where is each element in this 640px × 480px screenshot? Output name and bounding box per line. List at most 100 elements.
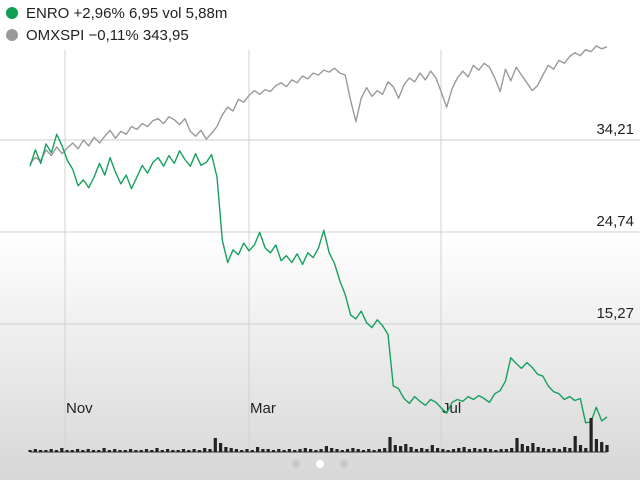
chart-lower-background [0, 232, 640, 480]
series-line-omxspi [29, 45, 608, 164]
volume-bar [520, 444, 524, 452]
volume-bar [541, 448, 546, 452]
volume-bar [134, 450, 138, 452]
volume-bar [584, 448, 588, 452]
volume-bar [277, 449, 281, 452]
volume-bar [250, 450, 254, 452]
volume-bar [118, 450, 122, 452]
volume-bar [399, 446, 403, 452]
x-tick-label: Mar [250, 400, 276, 417]
volume-bar [340, 450, 344, 452]
y-axis-labels: 34,21 24,74 15,27 [596, 121, 634, 322]
volume-bar [457, 448, 461, 452]
volume-bar [526, 446, 530, 452]
volume-bar [536, 447, 540, 452]
page-dot[interactable] [292, 460, 300, 468]
x-tick-label: Nov [66, 400, 93, 417]
volume-bar [467, 449, 471, 452]
volume-bar [589, 418, 593, 452]
legend-enro[interactable]: ENRO +2,96% 6,95 vol 5,88m [6, 2, 227, 24]
volume-bar [409, 447, 413, 452]
volume-bar [282, 450, 286, 452]
volume-bar [510, 448, 514, 452]
volume-bars [28, 418, 609, 453]
volume-bar [605, 445, 609, 452]
volume-bar [430, 445, 434, 452]
volume-bar [54, 450, 59, 452]
volume-bar [219, 443, 223, 452]
volume-bar [388, 437, 392, 452]
volume-bar [441, 449, 445, 452]
volume-bar [44, 450, 48, 452]
volume-bar [150, 450, 154, 452]
volume-bar [557, 449, 561, 452]
volume-bar [351, 448, 355, 452]
volume-bar [102, 448, 106, 452]
volume-bar [234, 449, 238, 452]
omxspi-legend-label: OMXSPI −0,11% 343,95 [26, 26, 189, 44]
page-dot[interactable] [340, 460, 348, 468]
volume-bar [60, 448, 64, 452]
volume-bar [414, 449, 418, 452]
volume-bar [356, 449, 360, 452]
volume-bar [287, 449, 291, 452]
volume-bar [192, 449, 196, 452]
volume-bar [563, 447, 567, 452]
volume-bar [171, 450, 175, 452]
page-dot[interactable] [316, 460, 324, 468]
volume-bar [266, 449, 270, 452]
volume-bar [70, 450, 74, 452]
volume-bar [361, 450, 366, 452]
volume-bar [203, 448, 207, 452]
volume-bar [181, 449, 186, 452]
volume-bar [86, 449, 90, 452]
volume-bar [499, 449, 503, 452]
volume-bar [573, 436, 577, 452]
volume-bar [144, 449, 149, 452]
volume-bar [298, 449, 302, 452]
legend-omxspi[interactable]: OMXSPI −0,11% 343,95 [6, 24, 189, 46]
volume-bar [166, 449, 170, 452]
volume-bar [28, 450, 32, 452]
volume-bar [383, 448, 387, 452]
volume-bar [515, 438, 519, 452]
volume-bar [346, 449, 350, 452]
volume-bar [335, 449, 339, 452]
volume-bar [446, 450, 450, 452]
volume-bar [330, 448, 334, 452]
volume-bar [309, 449, 313, 452]
volume-bar [160, 450, 164, 452]
series-layer [29, 45, 608, 424]
volume-bar [256, 447, 260, 452]
volume-bar [393, 445, 397, 452]
volume-bar [372, 450, 376, 452]
volume-bar [123, 450, 127, 452]
volume-bar [213, 438, 217, 452]
volume-bar [404, 444, 408, 452]
volume-bar [81, 450, 85, 452]
volume-bar [240, 450, 244, 452]
volume-bar [324, 446, 328, 452]
volume-bar [49, 449, 53, 452]
volume-bar [39, 450, 43, 452]
volume-bar [319, 449, 323, 452]
volume-bar [420, 448, 424, 452]
volume-bar [197, 450, 201, 452]
volume-bar [494, 450, 498, 452]
enro-legend-dot [6, 7, 18, 19]
volume-bar [436, 448, 440, 452]
volume-bar [271, 450, 276, 452]
volume-bar [245, 449, 249, 452]
volume-bar [229, 448, 233, 452]
enro-legend-label: ENRO +2,96% 6,95 vol 5,88m [26, 4, 228, 22]
y-tick-label: 24,74 [596, 213, 634, 230]
volume-bar [552, 448, 556, 452]
x-axis-labels: Nov Mar Jul [66, 400, 461, 417]
volume-bar [97, 450, 101, 452]
volume-bar [367, 449, 371, 452]
volume-bar [113, 449, 117, 452]
volume-bar [425, 449, 429, 452]
volume-bar [594, 439, 598, 452]
volume-bar [155, 448, 159, 452]
